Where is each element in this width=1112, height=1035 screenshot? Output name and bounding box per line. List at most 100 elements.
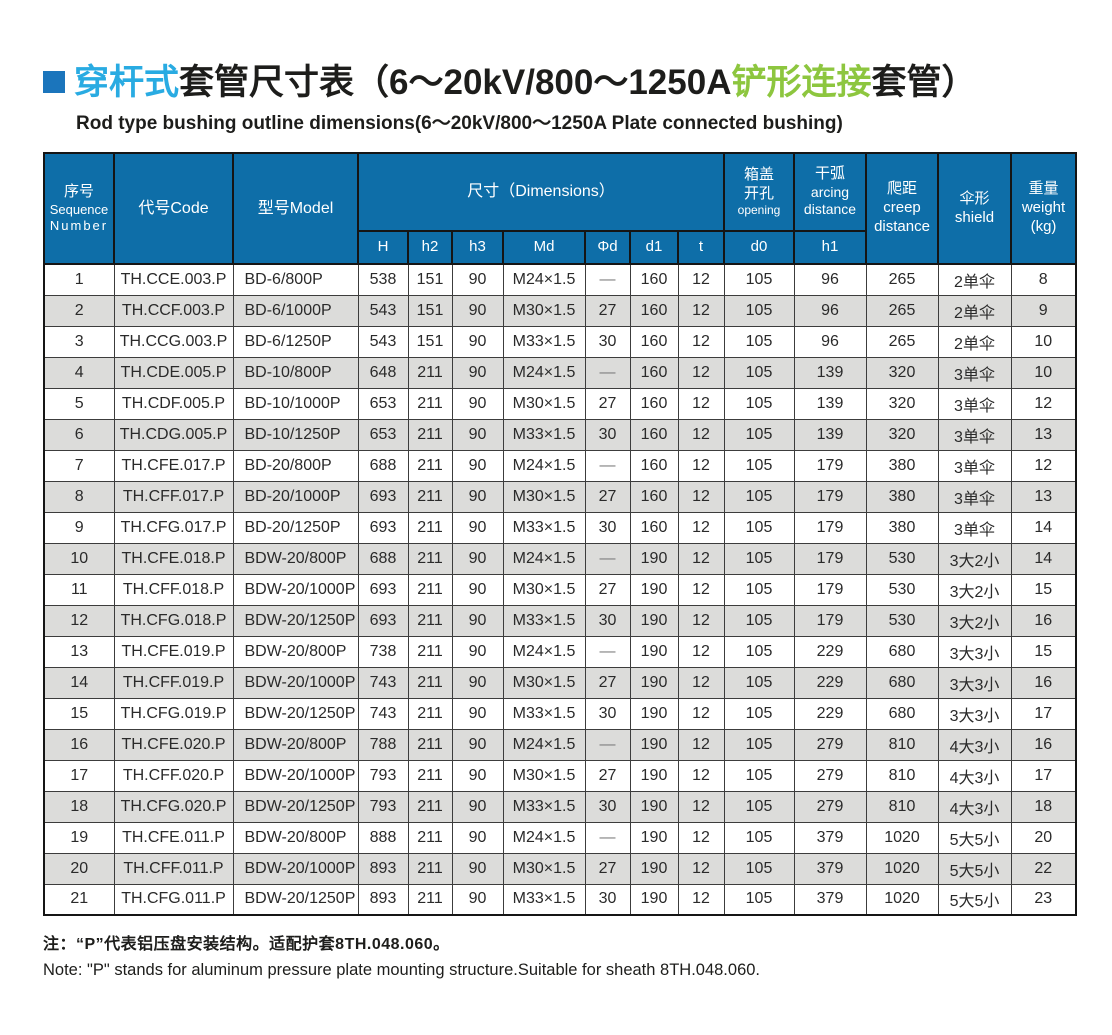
- cell-phi-d: —: [584, 356, 631, 389]
- cell-model: BDW-20/1250P: [232, 697, 359, 730]
- cell-seq: 15: [43, 697, 115, 730]
- cell-creep: 680: [865, 697, 939, 730]
- cell-seq: 3: [43, 325, 115, 358]
- cell-model: BDW-20/800P: [232, 635, 359, 668]
- cell-d0: 105: [723, 852, 795, 885]
- cell-h1: 279: [793, 728, 867, 761]
- cell-creep: 320: [865, 356, 939, 389]
- cell-d1: 190: [629, 728, 679, 761]
- cell-code: TH.CFG.017.P: [113, 511, 234, 544]
- cell-h3: 90: [451, 480, 504, 513]
- header-model-label: 型号Model: [257, 199, 334, 217]
- cell-d0: 105: [723, 883, 795, 916]
- cell-h2: 211: [407, 666, 453, 699]
- cell-d1: 190: [629, 604, 679, 637]
- cell-model: BD-20/1000P: [232, 480, 359, 513]
- subheader-Md: Md: [502, 230, 586, 265]
- cell-Md: M24×1.5: [502, 263, 586, 296]
- cell-weight: 14: [1010, 542, 1077, 575]
- cell-H: 793: [357, 759, 409, 792]
- cell-shield: 4大3小: [937, 728, 1012, 761]
- cell-h1: 379: [793, 883, 867, 916]
- cell-h1: 279: [793, 790, 867, 823]
- cell-Md: M24×1.5: [502, 449, 586, 482]
- cell-phi-d: 30: [584, 325, 631, 358]
- cell-d0: 105: [723, 387, 795, 420]
- cell-d1: 190: [629, 852, 679, 885]
- cell-model: BDW-20/800P: [232, 821, 359, 854]
- cell-d1: 160: [629, 387, 679, 420]
- cell-code: TH.CCE.003.P: [113, 263, 234, 296]
- cell-weight: 9: [1010, 294, 1077, 327]
- header-model: 型号Model: [232, 152, 359, 265]
- cell-H: 788: [357, 728, 409, 761]
- cell-model: BDW-20/1250P: [232, 604, 359, 637]
- cell-creep: 530: [865, 542, 939, 575]
- cell-shield: 3单伞: [937, 356, 1012, 389]
- cell-h3: 90: [451, 263, 504, 296]
- cell-d1: 190: [629, 821, 679, 854]
- table-row: 18 TH.CFG.020.P BDW-20/1250P 793 211 90 M33×1.…: [43, 790, 1077, 823]
- subheader-phi-d: Φd: [584, 230, 631, 265]
- cell-d0: 105: [723, 542, 795, 575]
- cell-shield: 3大2小: [937, 604, 1012, 637]
- cell-phi-d: 30: [584, 604, 631, 637]
- cell-t: 12: [677, 294, 725, 327]
- cell-Md: M30×1.5: [502, 666, 586, 699]
- cell-model: BDW-20/1250P: [232, 790, 359, 823]
- cell-h2: 211: [407, 604, 453, 637]
- cell-h1: 179: [793, 604, 867, 637]
- cell-h3: 90: [451, 356, 504, 389]
- cell-Md: M30×1.5: [502, 759, 586, 792]
- cell-h1: 279: [793, 759, 867, 792]
- cell-t: 12: [677, 728, 725, 761]
- table-row: 3 TH.CCG.003.P BD-6/1250P 543 151 90 M33×1.5 30…: [43, 325, 1077, 358]
- cell-code: TH.CDG.005.P: [113, 418, 234, 451]
- header-creep-en2: distance: [874, 217, 930, 235]
- cell-Md: M33×1.5: [502, 604, 586, 637]
- cell-seq: 1: [43, 263, 115, 296]
- cell-shield: 2单伞: [937, 263, 1012, 296]
- cell-seq: 9: [43, 511, 115, 544]
- cell-h3: 90: [451, 635, 504, 668]
- cell-phi-d: 30: [584, 418, 631, 451]
- cell-Md: M30×1.5: [502, 852, 586, 885]
- cell-shield: 3单伞: [937, 480, 1012, 513]
- cell-phi-d: —: [584, 542, 631, 575]
- cell-h2: 211: [407, 418, 453, 451]
- cell-h3: 90: [451, 418, 504, 451]
- header-seq-zh: 序号: [63, 182, 94, 200]
- cell-h2: 211: [407, 790, 453, 823]
- cell-H: 653: [357, 418, 409, 451]
- cell-h2: 151: [407, 325, 453, 358]
- table-row: 7 TH.CFE.017.P BD-20/800P 688 211 90 M24×1.5—1…: [43, 449, 1077, 482]
- cell-h2: 151: [407, 263, 453, 296]
- cell-creep: 810: [865, 790, 939, 823]
- cell-h1: 179: [793, 511, 867, 544]
- cell-h3: 90: [451, 511, 504, 544]
- cell-d0: 105: [723, 573, 795, 606]
- cell-shield: 2单伞: [937, 325, 1012, 358]
- cell-shield: 2单伞: [937, 294, 1012, 327]
- header-opening: 箱盖 开孔 opening: [723, 152, 795, 232]
- cell-d0: 105: [723, 511, 795, 544]
- header-dimensions: 尺寸（Dimensions）: [357, 152, 725, 232]
- table-row: 20 TH.CFF.011.P BDW-20/1000P 893 211 90 M30×1.…: [43, 852, 1077, 885]
- header-row-1: 序号 Sequence Number 代号Code 型号Model 尺寸（Dim…: [43, 152, 1077, 265]
- subheader-h2: h2: [407, 230, 453, 265]
- cell-H: 688: [357, 542, 409, 575]
- cell-code: TH.CDE.005.P: [113, 356, 234, 389]
- cell-d1: 160: [629, 449, 679, 482]
- cell-phi-d: 27: [584, 759, 631, 792]
- cell-H: 693: [357, 480, 409, 513]
- cell-seq: 14: [43, 666, 115, 699]
- cell-Md: M33×1.5: [502, 790, 586, 823]
- cell-seq: 6: [43, 418, 115, 451]
- table-row: 6 TH.CDG.005.P BD-10/1250P 653 211 90 M33×1.5 3…: [43, 418, 1077, 451]
- cell-seq: 20: [43, 852, 115, 885]
- cell-h1: 179: [793, 542, 867, 575]
- cell-d0: 105: [723, 418, 795, 451]
- cell-shield: 5大5小: [937, 883, 1012, 916]
- table-body: 1 TH.CCE.003.P BD-6/800P 538 151 90 M24×1.5—16…: [43, 263, 1077, 916]
